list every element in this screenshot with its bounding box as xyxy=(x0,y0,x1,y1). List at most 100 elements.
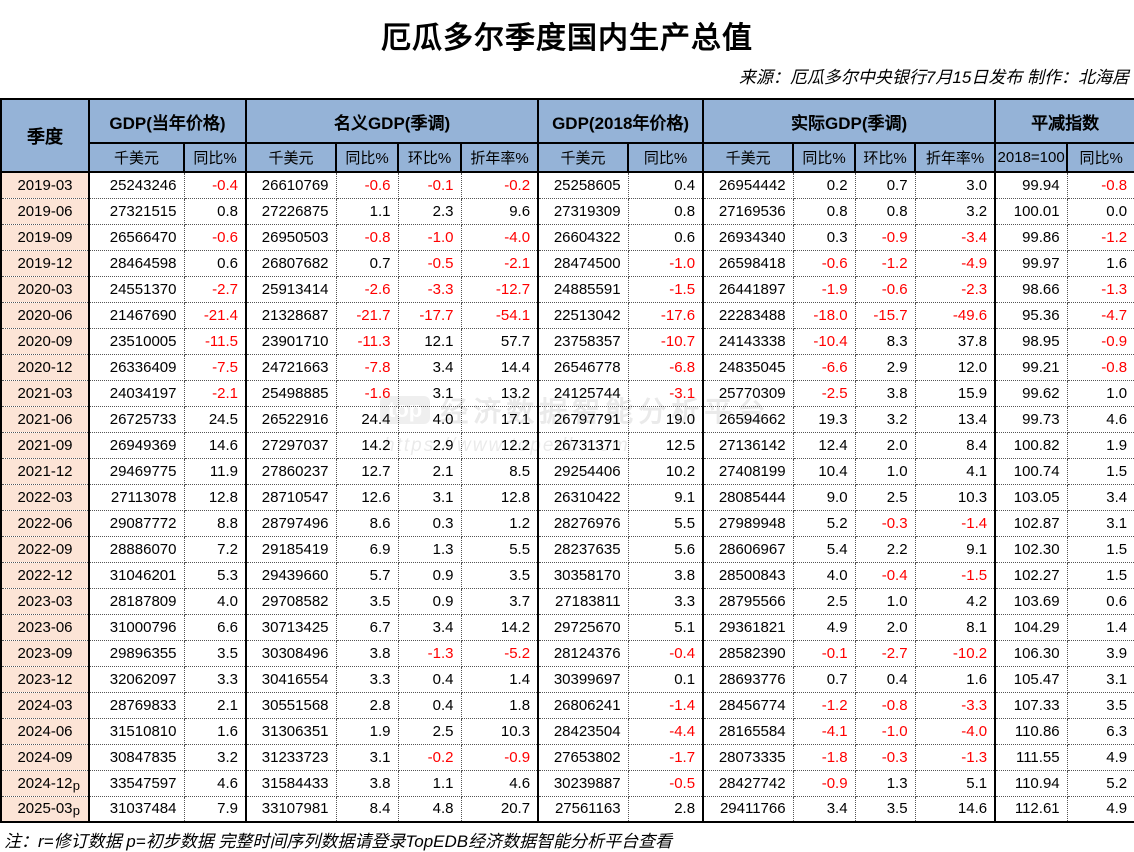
table-row: 2023-09 29896355 3.5 30308496 3.8 -1.3 -5.2 281… xyxy=(1,640,1134,667)
value-cell: -1.5 xyxy=(628,276,704,303)
value-cell: 1.3 xyxy=(855,770,916,797)
value-cell: 24885591 xyxy=(537,276,629,303)
value-cell: 3.1 xyxy=(336,744,399,771)
value-cell: 4.2 xyxy=(915,588,996,615)
quarter-cell: 2025-03 p xyxy=(1,796,90,823)
value-cell: 6.7 xyxy=(336,614,399,641)
table-row: 2019-12 28464598 0.6 26807682 0.7 -0.5 -2.1 284… xyxy=(1,250,1134,277)
value-cell: 33547597 xyxy=(88,770,185,797)
value-cell: 4.0 xyxy=(398,406,462,433)
value-cell: 98.66 xyxy=(994,276,1068,303)
footnote: 注：r=修订数据 p=初步数据 完整时间序列数据请登录TopEDB经济数据智能分… xyxy=(4,832,673,851)
value-cell: 24125744 xyxy=(537,380,629,407)
value-cell: 0.9 xyxy=(398,588,462,615)
col-header-yoy: 同比% xyxy=(1066,142,1134,173)
value-cell: -4.1 xyxy=(793,718,856,745)
value-cell: -1.7 xyxy=(628,744,704,771)
value-cell: 3.4 xyxy=(398,354,462,381)
value-cell: 3.9 xyxy=(1067,640,1134,667)
value-cell: 24551370 xyxy=(88,276,185,303)
value-cell: 106.30 xyxy=(994,640,1068,667)
value-cell: 4.9 xyxy=(793,614,856,641)
value-cell: 5.3 xyxy=(184,562,247,589)
value-cell: 0.4 xyxy=(398,692,462,719)
value-cell: 3.5 xyxy=(855,796,916,823)
value-cell: 5.5 xyxy=(461,536,539,563)
value-cell: 99.73 xyxy=(994,406,1068,433)
quarter-cell: 2023-06 xyxy=(1,614,90,641)
value-cell: -1.4 xyxy=(628,692,704,719)
value-cell: -0.6 xyxy=(793,250,856,277)
value-cell: 1.3 xyxy=(398,536,462,563)
value-cell: 25243246 xyxy=(88,172,185,199)
value-cell: 3.2 xyxy=(855,406,916,433)
value-cell: 9.6 xyxy=(461,198,539,225)
value-cell: 26954442 xyxy=(702,172,794,199)
value-cell: 0.4 xyxy=(628,172,704,199)
value-cell: -6.8 xyxy=(628,354,704,381)
value-cell: 14.2 xyxy=(336,432,399,459)
value-cell: 1.5 xyxy=(1067,562,1134,589)
value-cell: 4.9 xyxy=(1067,744,1134,771)
value-cell: 23901710 xyxy=(245,328,337,355)
value-cell: 29411766 xyxy=(702,796,794,823)
value-cell: -1.2 xyxy=(855,250,916,277)
value-cell: 3.5 xyxy=(336,588,399,615)
value-cell: -3.1 xyxy=(628,380,704,407)
value-cell: -2.1 xyxy=(184,380,247,407)
value-cell: -2.5 xyxy=(793,380,856,407)
value-cell: 26441897 xyxy=(702,276,794,303)
value-cell: 9.0 xyxy=(793,484,856,511)
value-cell: -1.3 xyxy=(398,640,462,667)
value-cell: -0.3 xyxy=(855,744,916,771)
value-cell: 22283488 xyxy=(702,302,794,329)
value-cell: -7.5 xyxy=(184,354,247,381)
value-cell: 7.2 xyxy=(184,536,247,563)
value-cell: 26546778 xyxy=(537,354,629,381)
quarter-cell: 2020-06 xyxy=(1,302,90,329)
value-cell: 30416554 xyxy=(245,666,337,693)
value-cell: 1.1 xyxy=(398,770,462,797)
value-cell: 105.47 xyxy=(994,666,1068,693)
value-cell: 31584433 xyxy=(245,770,337,797)
value-cell: 1.4 xyxy=(461,666,539,693)
value-cell: 28427742 xyxy=(702,770,794,797)
value-cell: 2.9 xyxy=(398,432,462,459)
value-cell: 12.8 xyxy=(461,484,539,511)
value-cell: 100.74 xyxy=(994,458,1068,485)
value-cell: -1.0 xyxy=(628,250,704,277)
value-cell: 3.8 xyxy=(336,640,399,667)
quarter-cell: 2024-09 xyxy=(1,744,90,771)
value-cell: 2.1 xyxy=(398,458,462,485)
value-cell: 12.5 xyxy=(628,432,704,459)
value-cell: -21.4 xyxy=(184,302,247,329)
col-header-yoy: 同比% xyxy=(182,142,248,173)
table-row: 2019-03 25243246 -0.4 26610769 -0.6 -0.1 -0.2 2… xyxy=(1,172,1134,199)
value-cell: 9.1 xyxy=(628,484,704,511)
value-cell: 98.95 xyxy=(994,328,1068,355)
value-cell: 1.0 xyxy=(855,588,916,615)
value-cell: -3.3 xyxy=(398,276,462,303)
value-cell: 28124376 xyxy=(537,640,629,667)
value-cell: 27653802 xyxy=(537,744,629,771)
quarter-cell: 2019-12 xyxy=(1,250,90,277)
value-cell: -1.8 xyxy=(793,744,856,771)
value-cell: 15.9 xyxy=(915,380,996,407)
value-cell: -0.6 xyxy=(855,276,916,303)
value-cell: 3.0 xyxy=(915,172,996,199)
value-cell: 4.8 xyxy=(398,796,462,823)
value-cell: 107.33 xyxy=(994,692,1068,719)
col-header-quarter: 季度 xyxy=(0,98,90,173)
value-cell: 8.5 xyxy=(461,458,539,485)
value-cell: 2.5 xyxy=(398,718,462,745)
value-cell: 3.1 xyxy=(398,484,462,511)
table-row: 2023-12 32062097 3.3 30416554 3.3 0.4 1.4 30399… xyxy=(1,666,1134,693)
group-header-deflator: 平减指数 xyxy=(994,98,1134,144)
value-cell: 100.82 xyxy=(994,432,1068,459)
group-header-nominal-gdp-sa: 名义GDP(季调) xyxy=(245,98,540,144)
value-cell: 4.6 xyxy=(184,770,247,797)
value-cell: 1.0 xyxy=(855,458,916,485)
value-cell: 26950503 xyxy=(245,224,337,251)
value-cell: 28073335 xyxy=(702,744,794,771)
quarter-cell: 2019-03 xyxy=(1,172,90,199)
